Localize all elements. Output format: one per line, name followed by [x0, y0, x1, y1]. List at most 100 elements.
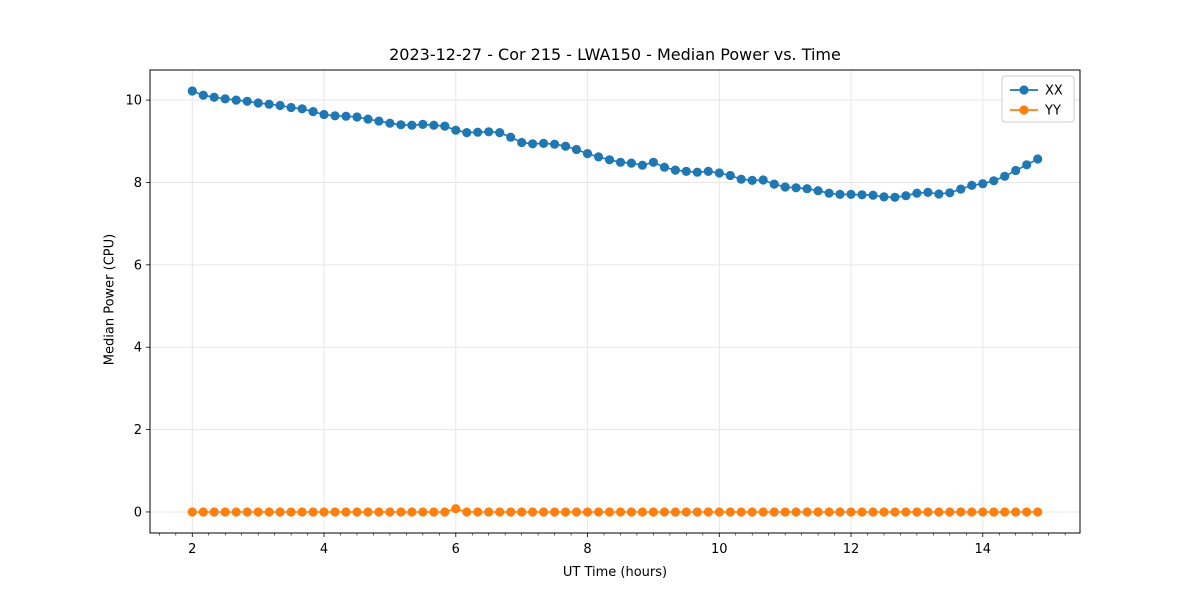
data-point-xx: [857, 190, 867, 200]
data-point-yy: [297, 507, 307, 517]
data-point-yy: [879, 507, 889, 517]
data-point-yy: [846, 507, 856, 517]
data-point-xx: [989, 176, 999, 186]
data-point-yy: [681, 507, 691, 517]
data-point-yy: [857, 507, 867, 517]
data-point-xx: [451, 125, 461, 135]
data-point-yy: [440, 507, 450, 517]
data-point-yy: [528, 507, 538, 517]
data-point-yy: [550, 507, 560, 517]
data-point-yy: [901, 507, 911, 517]
data-point-xx: [407, 120, 417, 130]
x-tick-label: 10: [711, 542, 728, 557]
data-point-yy: [275, 507, 285, 517]
data-point-xx: [1033, 154, 1043, 164]
data-point-xx: [945, 188, 955, 198]
data-point-xx: [802, 184, 812, 194]
data-point-yy: [561, 507, 571, 517]
data-point-yy: [407, 507, 417, 517]
data-point-xx: [593, 152, 604, 162]
data-point-xx: [517, 137, 527, 148]
series-line-yy: [192, 507, 1038, 513]
data-point-yy: [626, 507, 637, 517]
data-point-yy: [231, 507, 241, 517]
data-point-xx: [813, 186, 823, 196]
data-point-xx: [1011, 165, 1021, 176]
data-point-xx: [901, 191, 911, 201]
data-point-xx: [550, 139, 560, 149]
data-point-xx: [835, 189, 845, 199]
data-point-yy: [835, 507, 845, 517]
data-point-yy: [989, 507, 999, 517]
data-point-yy: [637, 507, 648, 517]
data-point-yy: [725, 507, 735, 517]
data-point-xx: [846, 189, 856, 199]
chart-title: 2023-12-27 - Cor 215 - LWA150 - Median P…: [389, 45, 841, 64]
data-point-yy: [967, 507, 977, 517]
data-point-xx: [769, 179, 779, 189]
data-point-yy: [264, 507, 274, 517]
data-point-yy: [1022, 507, 1032, 517]
x-tick-label: 14: [974, 542, 991, 557]
data-point-xx: [319, 109, 329, 120]
data-point-yy: [736, 507, 746, 517]
data-point-yy: [198, 507, 208, 517]
data-point-yy: [1000, 507, 1010, 517]
data-point-yy: [418, 507, 428, 517]
data-point-yy: [714, 507, 724, 517]
y-tick-label: 4: [134, 341, 142, 356]
data-point-yy: [824, 507, 834, 517]
data-point-yy: [451, 504, 461, 514]
data-point-xx: [967, 180, 977, 190]
data-point-xx: [615, 157, 626, 167]
data-point-yy: [912, 507, 922, 517]
data-point-xx: [462, 128, 472, 138]
legend-label-xx: XX: [1045, 84, 1063, 99]
data-point-yy: [319, 507, 329, 517]
data-point-xx: [923, 187, 933, 197]
data-point-xx: [703, 166, 713, 176]
data-point-yy: [769, 507, 779, 517]
y-tick-label: 0: [134, 505, 142, 520]
data-point-xx: [308, 107, 318, 117]
data-point-yy: [934, 507, 944, 517]
x-tick-label: 2: [188, 542, 196, 557]
y-tick-label: 2: [134, 423, 142, 438]
data-point-yy: [703, 507, 713, 517]
data-point-yy: [242, 507, 252, 517]
x-axis-label: UT Time (hours): [562, 565, 668, 580]
data-point-yy: [890, 507, 900, 517]
data-point-yy: [220, 507, 230, 517]
data-point-yy: [945, 507, 955, 517]
x-tick-label: 12: [843, 542, 860, 557]
data-point-xx: [385, 118, 395, 128]
data-point-xx: [495, 128, 505, 138]
data-point-xx: [692, 167, 702, 177]
data-point-xx: [912, 188, 922, 198]
data-point-yy: [615, 507, 626, 517]
data-point-xx: [341, 111, 351, 121]
data-point-xx: [714, 168, 724, 178]
data-point-xx: [736, 174, 746, 184]
data-point-xx: [1022, 160, 1032, 170]
data-point-yy: [1033, 507, 1043, 517]
data-point-xx: [582, 149, 593, 159]
data-point-yy: [978, 507, 988, 517]
y-axis-label: Median Power (CPU): [102, 233, 118, 366]
data-point-yy: [286, 507, 296, 517]
data-point-xx: [978, 179, 988, 189]
data-point-yy: [923, 507, 933, 517]
data-point-xx: [758, 175, 768, 185]
data-point-yy: [582, 507, 593, 517]
data-point-yy: [506, 507, 516, 517]
data-point-xx: [198, 90, 208, 100]
data-point-yy: [429, 507, 439, 517]
legend-marker-xx: [1019, 85, 1029, 95]
data-point-yy: [692, 507, 702, 517]
data-point-yy: [539, 507, 549, 517]
data-point-xx: [187, 86, 197, 96]
legend-marker-yy: [1019, 105, 1029, 115]
data-point-yy: [396, 507, 406, 517]
data-point-yy: [253, 507, 263, 517]
